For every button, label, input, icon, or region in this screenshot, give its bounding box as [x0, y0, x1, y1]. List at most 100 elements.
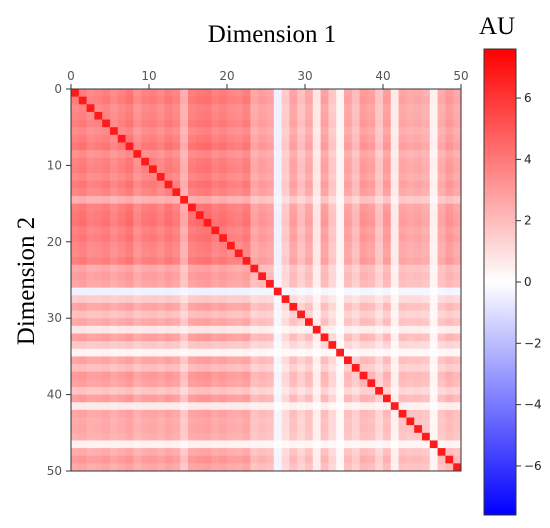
heatmap-cell [94, 325, 103, 334]
heatmap-cell [273, 111, 282, 120]
heatmap-cell [141, 157, 150, 166]
heatmap-cell [172, 226, 181, 235]
heatmap-cell [312, 89, 321, 98]
heatmap-cell [86, 417, 95, 426]
heatmap-cell [398, 325, 407, 334]
heatmap-cell [344, 195, 353, 204]
heatmap-cell [437, 318, 446, 327]
heatmap-cell [250, 142, 259, 151]
heatmap-cell [117, 203, 126, 212]
heatmap-cell [445, 195, 454, 204]
heatmap-cell [125, 310, 134, 319]
heatmap-cell [312, 448, 321, 457]
heatmap-cell [305, 448, 314, 457]
heatmap-cell [164, 394, 173, 403]
heatmap-cell [133, 241, 142, 250]
heatmap-cell [180, 211, 189, 220]
heatmap-cell [445, 241, 454, 250]
heatmap-cell [219, 448, 228, 457]
heatmap-cell [383, 127, 392, 136]
heatmap-cell [125, 157, 134, 166]
heatmap-cell [367, 287, 376, 296]
heatmap-cell [398, 111, 407, 120]
heatmap-cell [437, 448, 446, 457]
heatmap-cell [250, 394, 259, 403]
heatmap-cell [211, 302, 220, 311]
heatmap-cell [102, 455, 111, 464]
heatmap-cell [164, 119, 173, 128]
heatmap-cell [94, 386, 103, 395]
heatmap-cell [305, 402, 314, 411]
heatmap-cell [242, 119, 251, 128]
heatmap-cell [125, 402, 134, 411]
heatmap-cell [149, 89, 158, 98]
heatmap-cell [203, 394, 212, 403]
heatmap-cell [359, 218, 368, 227]
heatmap-cell [172, 211, 181, 220]
heatmap-cell [149, 203, 158, 212]
heatmap-cell [180, 104, 189, 113]
heatmap-cell [234, 96, 243, 105]
heatmap-cell [211, 333, 220, 342]
heatmap-cell [180, 89, 189, 98]
heatmap-cell [398, 425, 407, 434]
heatmap-cell [110, 455, 119, 464]
heatmap-cell [453, 104, 462, 113]
heatmap-cell [180, 142, 189, 151]
heatmap-cell [320, 448, 329, 457]
heatmap-cell [422, 173, 431, 182]
heatmap-cell [102, 287, 111, 296]
heatmap-cell [344, 142, 353, 151]
heatmap-cell [305, 425, 314, 434]
heatmap-cell [227, 440, 236, 449]
heatmap-cell [351, 402, 360, 411]
heatmap-cell [351, 287, 360, 296]
heatmap-cell [375, 157, 384, 166]
heatmap-cell [336, 379, 345, 388]
heatmap-cell [117, 165, 126, 174]
heatmap-cell [234, 402, 243, 411]
heatmap-cell [344, 249, 353, 258]
heatmap-cell [328, 142, 337, 151]
heatmap-cell [133, 432, 142, 441]
heatmap-cell [422, 96, 431, 105]
heatmap-cell [320, 402, 329, 411]
heatmap-cell [172, 280, 181, 289]
heatmap-cell [203, 142, 212, 151]
heatmap-cell [289, 409, 298, 418]
heatmap-cell [375, 348, 384, 357]
heatmap-cell [78, 142, 87, 151]
heatmap-cell [203, 241, 212, 250]
heatmap-cell [312, 226, 321, 235]
heatmap-cell [312, 463, 321, 472]
heatmap-cell [422, 432, 431, 441]
heatmap-cell [71, 310, 80, 319]
heatmap-cell [78, 402, 87, 411]
heatmap-cell [219, 104, 228, 113]
heatmap-cell [437, 364, 446, 373]
heatmap-cell [312, 119, 321, 128]
heatmap-cell [422, 157, 431, 166]
heatmap-cell [125, 241, 134, 250]
heatmap-cell [156, 241, 165, 250]
heatmap-cell [94, 249, 103, 258]
heatmap-cell [422, 234, 431, 243]
heatmap-cell [398, 157, 407, 166]
heatmap-cell [289, 134, 298, 143]
heatmap-cell [328, 226, 337, 235]
heatmap-cell [211, 249, 220, 258]
heatmap-cell [359, 448, 368, 457]
heatmap-cell [203, 96, 212, 105]
heatmap-cell [453, 287, 462, 296]
heatmap-cell [164, 348, 173, 357]
heatmap-cell [78, 394, 87, 403]
heatmap-cell [281, 272, 290, 281]
heatmap-cell [266, 203, 275, 212]
heatmap-cell [445, 257, 454, 266]
heatmap-cell [312, 203, 321, 212]
heatmap-cell [141, 150, 150, 159]
heatmap-cell [453, 188, 462, 197]
heatmap-cell [359, 394, 368, 403]
heatmap-cell [156, 119, 165, 128]
heatmap-cell [102, 165, 111, 174]
